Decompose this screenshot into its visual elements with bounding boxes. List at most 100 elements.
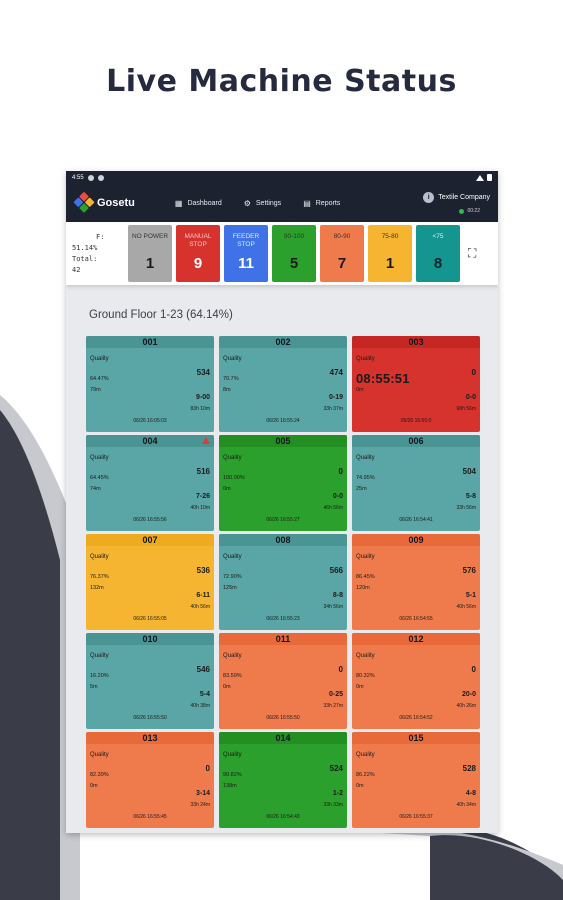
nav-dashboard[interactable]: ▦ Dashboard [174, 198, 222, 208]
shift-stops: 4-8 [465, 790, 476, 797]
machine-id: 007 [86, 534, 214, 546]
efficiency-percent: 86.22% [356, 772, 375, 778]
quality-label: Quality [356, 356, 375, 362]
avatar: i [423, 192, 435, 203]
total-duration: 40h 56m [456, 604, 476, 610]
efficiency-percent: 16.20% [90, 673, 109, 679]
status-tile[interactable]: <75 8 [416, 225, 460, 282]
shift-stops: 0-0 [465, 394, 476, 401]
shift-stops: 20-0 [461, 691, 476, 698]
app-navbar: Gosetu ▦ Dashboard ⚙ Settings ▤ Reports … [66, 184, 498, 222]
efficiency-percent: 76.37% [90, 574, 109, 580]
online-dot-icon [459, 208, 465, 214]
efficiency-percent: 86.45% [356, 574, 375, 580]
production-count: 576 [462, 566, 476, 575]
total-duration: 33h 27m [323, 703, 343, 709]
production-count: 516 [196, 467, 210, 476]
machine-grid: 001 Quality 534 64.47% 79m 9-00 83h 10m 06/26 1… [86, 336, 480, 828]
machine-card[interactable]: 001 Quality 534 64.47% 79m 9-00 83h 10m 06/26 1… [86, 336, 214, 432]
last-update-time: 06/26 16:55:50 [133, 715, 167, 721]
machine-details: Quality 0 80.32% 0m 20-0 40h 26m 06/26 16:54:5… [356, 648, 476, 729]
runtime-minutes: 120m [356, 585, 370, 591]
machine-card[interactable]: 013 Quality 0 82.39% 0m 3-14 33h 24m 06/26 16:5… [86, 732, 214, 828]
runtime-minutes: 125m [223, 585, 237, 591]
machine-id: 011 [219, 633, 347, 645]
quality-label: Quality [90, 356, 109, 362]
machine-card[interactable]: 012 Quality 0 80.32% 0m 20-0 40h 26m 06/26 16:5… [352, 633, 480, 729]
machine-card[interactable]: 005 Quality 0 100.00% 0m 0-0 46h 56m 06/26 16:5… [219, 435, 347, 531]
machine-card[interactable]: 010 Quality 546 16.20% 5m 5-4 40h 38m 06/26 16:… [86, 633, 214, 729]
production-count: 0 [471, 368, 476, 377]
status-tile-count: 9 [193, 255, 203, 272]
status-tile[interactable]: MANUAL STOP 9 [176, 225, 220, 282]
last-update-time: 06/26 16:54:41 [399, 517, 433, 523]
total-duration: 40h 10m [190, 505, 210, 511]
status-tile[interactable]: NO POWER 1 [128, 225, 172, 282]
machine-card[interactable]: 006 Quality 504 74.95% 25m 5-8 33h 56m 06/26 16… [352, 435, 480, 531]
status-tile[interactable]: 90-100 5 [272, 225, 316, 282]
nav-reports[interactable]: ▤ Reports [303, 198, 341, 208]
company-name: Textile Company [438, 194, 490, 201]
production-count: 0 [205, 764, 210, 773]
app-logo[interactable]: Gosetu [73, 191, 135, 213]
production-count: 0 [338, 665, 343, 674]
machine-card[interactable]: 003 Quality 0 08:55:51 0m 0-0 68h 56m 06/26 16:… [352, 336, 480, 432]
status-tile-label: 80-90 [333, 233, 351, 240]
quality-label: Quality [356, 653, 375, 659]
dashboard-icon: ▦ [174, 198, 183, 208]
status-tile[interactable]: FEEDER STOP 11 [224, 225, 268, 282]
machine-details: Quality 516 64.45% 74m 7-26 40h 10m 06/26 16:5… [90, 450, 210, 531]
production-count: 528 [462, 764, 476, 773]
summary-bar: F: 51.14% Total: 42 NO POWER 1 MANUAL STOP… [66, 222, 498, 285]
status-tile-count: 1 [145, 255, 155, 272]
status-tile-label: MANUAL STOP [184, 233, 212, 248]
status-tile[interactable]: 80-90 7 [320, 225, 364, 282]
efficiency-percent: 74.95% [356, 475, 375, 481]
machine-details: Quality 566 72.90% 125m 8-8 34h 56m 06/26 16:5… [223, 549, 343, 630]
machine-id: 010 [86, 633, 214, 645]
quality-label: Quality [356, 554, 375, 560]
total-duration: 33h 24m [190, 802, 210, 808]
status-tile-label: 90-100 [283, 233, 305, 240]
machine-details: Quality 0 82.39% 0m 3-14 33h 24m 06/26 16:55:4… [90, 747, 210, 828]
machine-card[interactable]: 014 Quality 524 90.82% 138m 1-2 33h 33m 06/26 1… [219, 732, 347, 828]
shift-stops: 1-2 [332, 790, 343, 797]
shift-stops: 3-14 [195, 790, 210, 797]
status-tile-count: 11 [238, 255, 254, 272]
app-name: Gosetu [97, 197, 135, 209]
page-headline: Live Machine Status [106, 64, 457, 99]
machine-details: Quality 534 64.47% 79m 9-00 83h 10m 06/26 16:0… [90, 351, 210, 432]
quality-label: Quality [90, 752, 109, 758]
runtime-minutes: 132m [90, 585, 104, 591]
total-duration: 33h 56m [456, 505, 476, 511]
battery-icon [487, 174, 492, 181]
production-count: 536 [196, 566, 210, 575]
status-tile-count: 5 [289, 255, 299, 272]
machine-card[interactable]: 011 Quality 0 83.59% 0m 0-25 33h 27m 06/26 16:5… [219, 633, 347, 729]
runtime-minutes: 0m [223, 684, 231, 690]
last-update-time: 06/26 16:55:27 [266, 517, 300, 523]
runtime-minutes: 8m [223, 387, 231, 393]
last-update-time: 06/26 16:55:0 [400, 418, 432, 424]
company-menu[interactable]: i Textile Company [423, 192, 490, 203]
machine-card[interactable]: 009 Quality 576 86.45% 120m 5-1 40h 56m 06/26 1… [352, 534, 480, 630]
shift-stops: 5-8 [465, 493, 476, 500]
last-update-time: 06/26 16:54:43 [266, 814, 300, 820]
runtime-minutes: 74m [90, 486, 101, 492]
machine-card[interactable]: 004 Quality 516 64.45% 74m 7-26 40h 10m 06/26 1… [86, 435, 214, 531]
production-count: 0 [338, 467, 343, 476]
machine-card[interactable]: 007 Quality 536 76.37% 132m 6-11 40h 56m 06/26 … [86, 534, 214, 630]
efficiency-percent: 100.00% [223, 475, 245, 481]
nav-settings[interactable]: ⚙ Settings [243, 198, 282, 208]
status-tile[interactable]: 75-80 1 [368, 225, 412, 282]
notification-indicator-icon [97, 174, 104, 181]
machine-card[interactable]: 015 Quality 528 86.22% 0m 4-8 40h 34m 06/26 16:… [352, 732, 480, 828]
machine-card[interactable]: 002 Quality 474 70.7% 8m 0-19 33h 37m 06/26 16:… [219, 336, 347, 432]
machine-id: 004 [86, 435, 214, 447]
shift-stops: 6-11 [196, 592, 210, 599]
fullscreen-icon[interactable]: ⛶ [468, 246, 477, 260]
efficiency-percent: 64.45% [90, 475, 109, 481]
machine-card[interactable]: 008 Quality 566 72.90% 125m 8-8 34h 56m 06/26 1… [219, 534, 347, 630]
device-screen: 4:55 Gosetu ▦ Dashboard ⚙ [66, 171, 498, 833]
production-count: 474 [329, 368, 343, 377]
